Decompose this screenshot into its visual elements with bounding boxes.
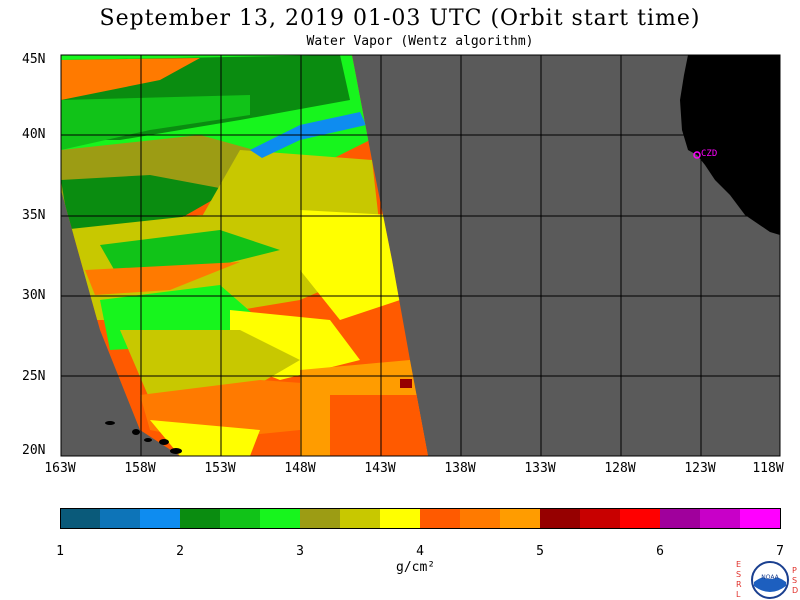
vapor-band [61,175,230,235]
colorbar-tick: 5 [536,544,544,559]
lat-label: 20N [22,443,46,458]
lon-label: 123W [684,461,716,476]
vapor-band [330,395,428,456]
vapor-band [150,420,260,456]
island [105,421,115,425]
lon-label: 148W [284,461,316,476]
colorbar-swatch [380,508,420,528]
water-vapor-swath [61,55,428,456]
station-marker-icon [693,151,701,159]
logo-letter: L [736,590,741,599]
colorbar-swatch [620,508,660,528]
vapor-band [400,379,412,388]
lat-label: 30N [22,288,46,303]
lon-label: 143W [364,461,396,476]
colorbar-swatch [180,508,220,528]
island [170,448,182,454]
lon-label: 128W [604,461,636,476]
logo-letter: P [792,566,797,575]
lon-label: 133W [524,461,556,476]
colorbar-swatch [420,508,460,528]
logo-letter: S [736,570,742,579]
lon-label: 163W [44,461,76,476]
colorbar-swatch [60,508,100,528]
colorbar-tick: 3 [296,544,304,559]
colorbar-swatch [300,508,340,528]
vapor-band [300,210,400,320]
colorbar-tick: 4 [416,544,424,559]
map-subtitle: Water Vapor (Wentz algorithm) [306,34,534,49]
island [159,439,169,445]
colorbar-units: g/cm² [396,560,436,575]
map-frame [60,54,781,457]
logo-letter: E [736,560,742,569]
logo-letter: S [792,576,798,585]
colorbar-swatch [540,508,580,528]
colorbar-swatch [500,508,540,528]
noaa-emblem-icon: NOAA [751,561,789,599]
lon-label: 118W [752,461,784,476]
logo-letter: R [736,580,742,589]
colorbar-swatch [140,508,180,528]
colorbar [60,508,781,529]
vapor-band [61,95,250,150]
colorbar-swatch [700,508,740,528]
svg-text:NOAA: NOAA [761,574,779,581]
land-mass [680,55,780,235]
colorbar-swatch [460,508,500,528]
colorbar-swatch [340,508,380,528]
lat-label: 25N [22,369,46,384]
station-label: CZD [701,149,717,159]
colorbar-tick: 7 [776,544,784,559]
colorbar-swatch [740,508,780,528]
logo-letter: D [792,586,799,595]
map-title: September 13, 2019 01-03 UTC (Orbit star… [99,6,701,31]
lon-label: 138W [444,461,476,476]
colorbar-tick: 1 [56,544,64,559]
island [132,429,140,435]
colorbar-frame [60,508,781,529]
colorbar-swatch [260,508,300,528]
lat-label: 40N [22,127,46,142]
colorbar-tick: 6 [656,544,664,559]
lon-label: 158W [124,461,156,476]
colorbar-tick: 2 [176,544,184,559]
logo-esrl-text: E S R L [736,560,744,600]
lon-label: 153W [204,461,236,476]
colorbar-swatch [660,508,700,528]
noaa-esrl-logo: E S R L NOAA P S D [736,558,800,600]
colorbar-swatch [580,508,620,528]
island [144,438,152,442]
vapor-band [61,58,200,100]
lat-label: 35N [22,208,46,223]
logo-psd-text: P S D [792,566,800,596]
colorbar-swatch [100,508,140,528]
lat-label: 45N [22,52,46,67]
colorbar-swatch [220,508,260,528]
vapor-band [85,262,240,295]
